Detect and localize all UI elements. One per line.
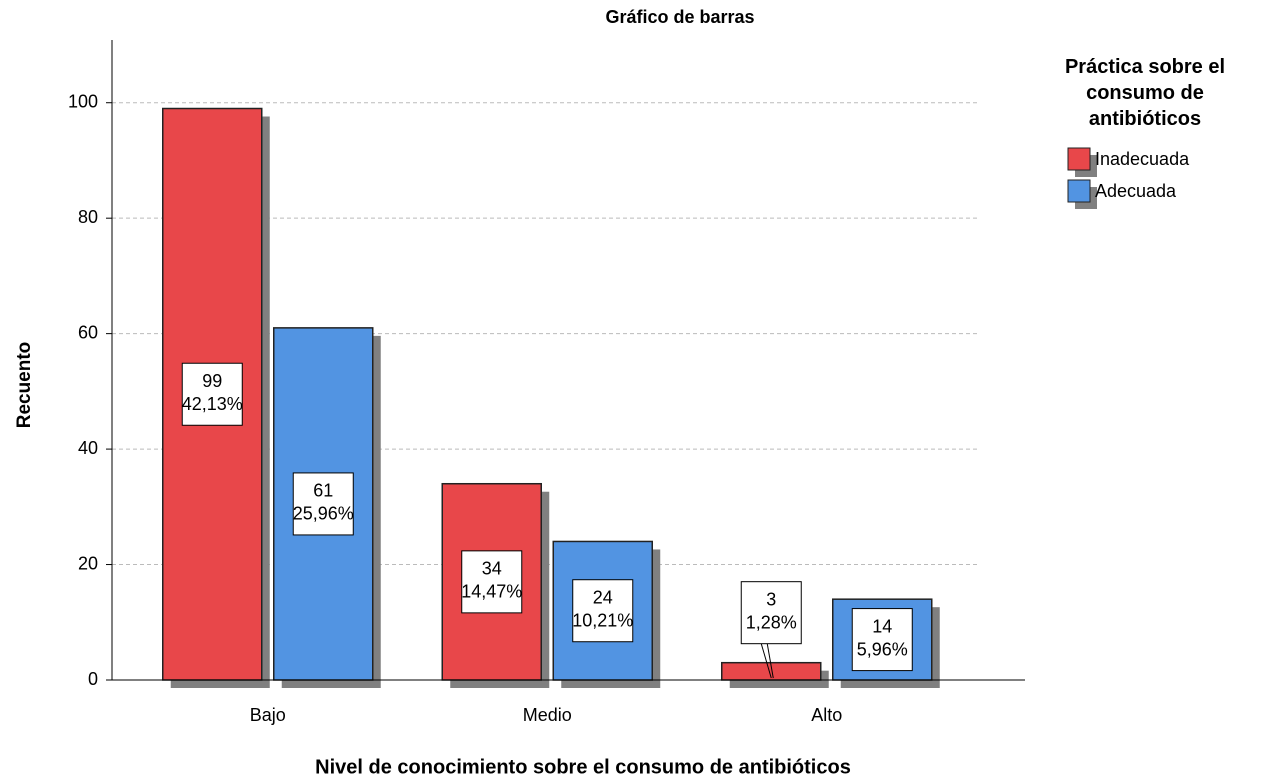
x-tick-label: Medio xyxy=(523,705,572,725)
value-label: 99 xyxy=(202,371,222,391)
label-box xyxy=(851,608,913,672)
legend-swatch xyxy=(1067,179,1091,203)
leader-line xyxy=(766,643,774,679)
y-tick-label: 60 xyxy=(78,322,98,342)
x-tick-label: Alto xyxy=(811,705,842,725)
y-tick-label: 20 xyxy=(78,553,98,573)
value-label: 34 xyxy=(482,559,502,579)
value-label: 24 xyxy=(593,587,613,607)
value-label: 14 xyxy=(872,616,892,636)
x-tick-label: Bajo xyxy=(250,705,286,725)
percent-label: 25,96% xyxy=(293,504,354,524)
y-tick-label: 100 xyxy=(68,91,98,111)
y-tick-label: 0 xyxy=(88,669,98,689)
label-box xyxy=(461,550,523,614)
legend-title: Práctica sobre el consumo de antibiótico… xyxy=(1064,56,1226,130)
chart-title: Gráfico de barras xyxy=(605,7,754,27)
x-axis-label: Nivel de conocimiento sobre el consumo d… xyxy=(315,756,851,778)
percent-label: 5,96% xyxy=(857,639,908,659)
y-tick-label: 40 xyxy=(78,438,98,458)
percent-label: 10,21% xyxy=(572,610,633,630)
label-box xyxy=(740,581,802,645)
legend-label: Inadecuada xyxy=(1095,149,1190,169)
label-box xyxy=(572,579,634,643)
label-box xyxy=(181,362,243,426)
value-label: 3 xyxy=(766,589,776,609)
y-axis-label: Recuento xyxy=(14,342,35,429)
value-label: 61 xyxy=(313,481,333,501)
y-tick-label: 80 xyxy=(78,207,98,227)
percent-label: 1,28% xyxy=(746,612,797,632)
percent-label: 14,47% xyxy=(461,582,522,602)
leader-line xyxy=(760,643,772,679)
label-box xyxy=(292,472,354,536)
percent-label: 42,13% xyxy=(182,394,243,414)
legend-swatch xyxy=(1067,147,1091,171)
legend-label: Adecuada xyxy=(1095,181,1177,201)
